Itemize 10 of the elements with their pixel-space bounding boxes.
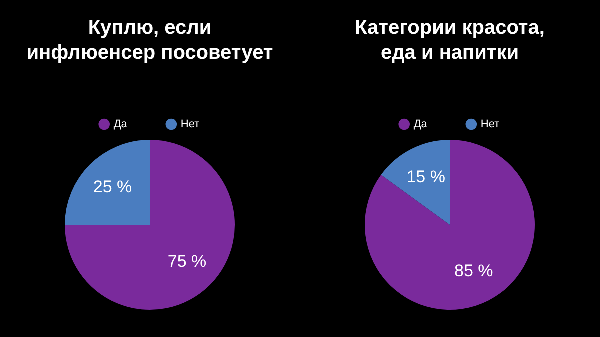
- legend-label: Да: [414, 118, 428, 131]
- legend-label: Нет: [480, 118, 500, 131]
- chart-title: Куплю, если инфлюенсер посоветует: [26, 16, 274, 66]
- chart-title: Категории красота, еда и напитки: [354, 16, 546, 66]
- data-label: 75 %: [168, 252, 207, 271]
- data-label: 85 %: [454, 262, 494, 281]
- data-label: 15 %: [406, 168, 446, 187]
- legend-label: Да: [114, 118, 128, 131]
- legend-label: Нет: [180, 118, 200, 131]
- data-label: 25 %: [93, 177, 132, 196]
